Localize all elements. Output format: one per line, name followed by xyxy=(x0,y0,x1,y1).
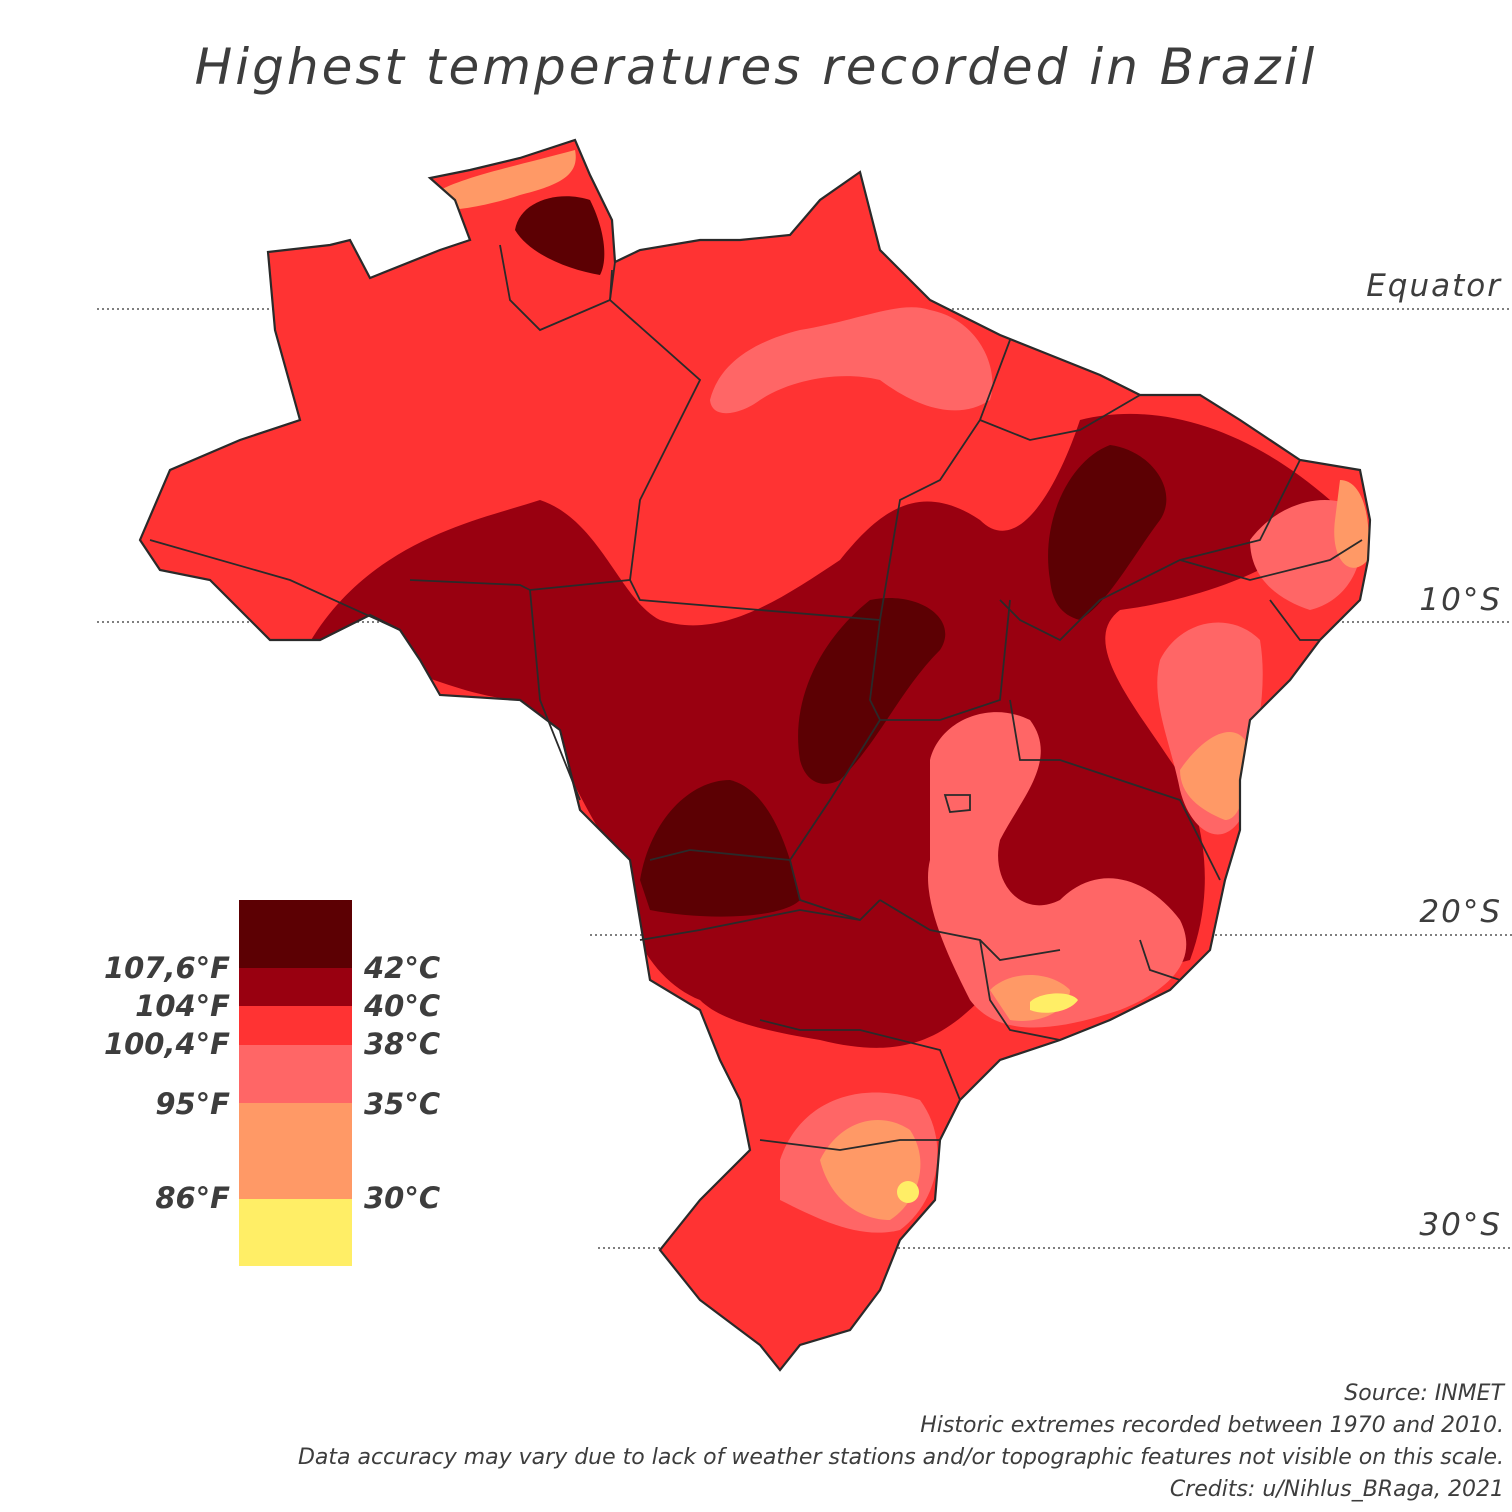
legend-label-f-30: 86°F xyxy=(155,1181,230,1215)
legend-swatch-42c xyxy=(239,900,352,968)
source-note: Source: INMET xyxy=(1344,1381,1504,1406)
zone-42c-roraima xyxy=(515,196,605,275)
legend-label-c-42: 42°C xyxy=(364,951,441,985)
legend-swatch-40c xyxy=(239,968,352,1006)
lat-20s-label: 20°S xyxy=(1419,894,1502,930)
legend-label-f-42: 107,6°F xyxy=(103,951,230,985)
lat-30s-label: 30°S xyxy=(1419,1207,1502,1243)
zone-30c-south-highlands xyxy=(820,1120,921,1220)
map-title: Highest temperatures recorded in Brazil xyxy=(194,38,1318,96)
zone-30c-north-tip xyxy=(440,150,576,210)
zone-42c-pantanal xyxy=(640,780,800,917)
legend-label-f-38: 100,4°F xyxy=(103,1027,230,1061)
legend-label-c-30: 30°C xyxy=(364,1181,441,1215)
zone-30c-bahia-coast xyxy=(1180,731,1247,820)
legend-swatch-38c xyxy=(239,1006,352,1045)
legend-label-c-38: 38°C xyxy=(364,1027,441,1061)
state-borders xyxy=(149,244,1363,1151)
equator-label: Equator xyxy=(1366,268,1502,304)
zone-42c-northeast xyxy=(1048,445,1167,620)
legend-swatch-below-30c xyxy=(239,1199,352,1266)
legend-label-f-35: 95°F xyxy=(155,1087,230,1121)
zone-30c-natal xyxy=(1334,480,1369,568)
legend-label-c-40: 40°C xyxy=(364,989,441,1023)
zone-35c-para xyxy=(710,307,993,414)
zone-below30c-serra xyxy=(1030,993,1078,1013)
legend-label-c-35: 35°C xyxy=(364,1087,441,1121)
zone-below30c-south xyxy=(897,1181,919,1203)
disclaimer-note: Data accuracy may vary due to lack of we… xyxy=(297,1445,1504,1470)
legend-swatch-30c xyxy=(239,1103,352,1199)
period-note: Historic extremes recorded between 1970 … xyxy=(920,1413,1504,1438)
legend-swatches xyxy=(239,900,352,1266)
lat-10s-label: 10°S xyxy=(1419,582,1502,618)
zone-35c-southeast xyxy=(928,712,1187,1028)
credits-note: Credits: u/Nihlus_BRaga, 2021 xyxy=(1169,1477,1504,1502)
legend-swatch-35c xyxy=(239,1045,352,1103)
footer-notes: Source: INMET Historic extremes recorded… xyxy=(298,1378,1504,1506)
legend-label-f-40: 104°F xyxy=(135,989,230,1023)
